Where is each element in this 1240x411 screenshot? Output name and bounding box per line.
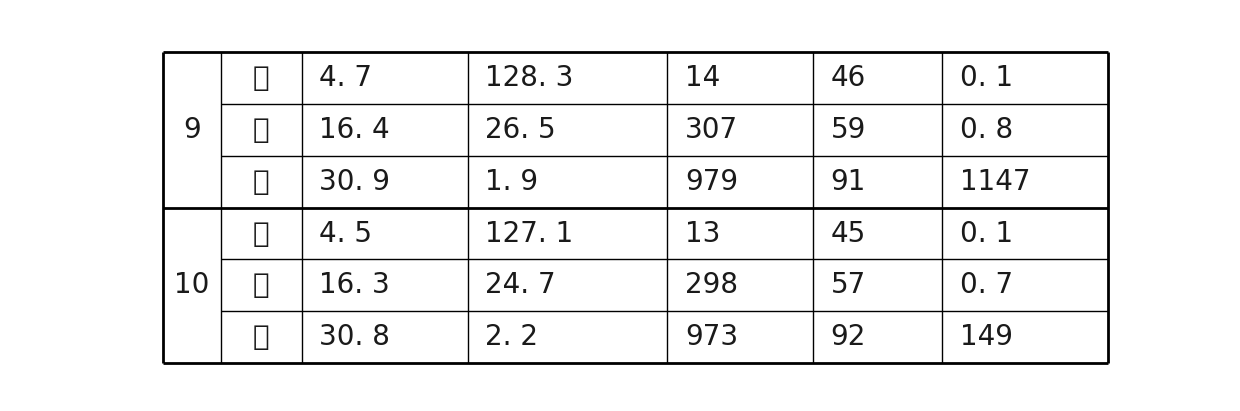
Text: 9: 9	[184, 116, 201, 144]
Text: 979: 979	[684, 168, 738, 196]
Text: 中: 中	[253, 116, 270, 144]
Text: 92: 92	[831, 323, 866, 351]
Text: 下: 下	[253, 168, 270, 196]
Text: 30. 9: 30. 9	[319, 168, 391, 196]
Text: 128. 3: 128. 3	[485, 64, 573, 92]
Text: 57: 57	[831, 271, 866, 299]
Text: 46: 46	[831, 64, 866, 92]
Text: 91: 91	[831, 168, 866, 196]
Text: 0. 1: 0. 1	[960, 64, 1013, 92]
Text: 10: 10	[174, 271, 210, 299]
Text: 307: 307	[684, 116, 738, 144]
Text: 127. 1: 127. 1	[485, 219, 573, 247]
Text: 14: 14	[684, 64, 720, 92]
Text: 16. 4: 16. 4	[319, 116, 389, 144]
Text: 0. 1: 0. 1	[960, 219, 1013, 247]
Text: 973: 973	[684, 323, 738, 351]
Text: 16. 3: 16. 3	[319, 271, 389, 299]
Text: 上: 上	[253, 219, 270, 247]
Text: 0. 8: 0. 8	[960, 116, 1013, 144]
Text: 13: 13	[684, 219, 720, 247]
Text: 下: 下	[253, 323, 270, 351]
Text: 1147: 1147	[960, 168, 1030, 196]
Text: 59: 59	[831, 116, 866, 144]
Text: 26. 5: 26. 5	[485, 116, 556, 144]
Text: 298: 298	[684, 271, 738, 299]
Text: 中: 中	[253, 271, 270, 299]
Text: 上: 上	[253, 64, 270, 92]
Text: 4. 7: 4. 7	[319, 64, 372, 92]
Text: 45: 45	[831, 219, 866, 247]
Text: 0. 7: 0. 7	[960, 271, 1013, 299]
Text: 24. 7: 24. 7	[485, 271, 556, 299]
Text: 4. 5: 4. 5	[319, 219, 372, 247]
Text: 149: 149	[960, 323, 1013, 351]
Text: 2. 2: 2. 2	[485, 323, 538, 351]
Text: 30. 8: 30. 8	[319, 323, 389, 351]
Text: 1. 9: 1. 9	[485, 168, 538, 196]
